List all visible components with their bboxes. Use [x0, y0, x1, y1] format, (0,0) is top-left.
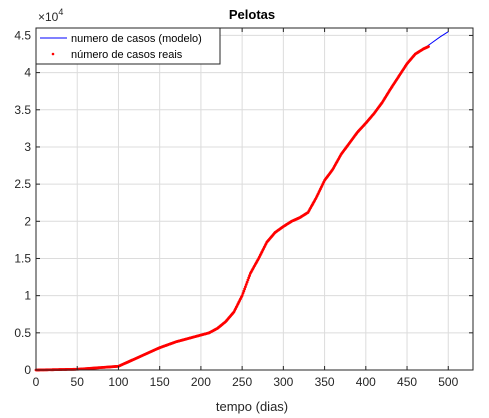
data-point: [245, 280, 249, 284]
legend-label-model: numero de casos (modelo): [71, 33, 202, 45]
chart-title: Pelotas: [229, 7, 275, 22]
y-tick-label: 4: [24, 66, 31, 80]
y-multiplier-label: ×104: [38, 7, 63, 24]
data-point: [244, 283, 248, 286]
y-multiplier-exponent: 4: [58, 7, 63, 17]
data-point: [242, 289, 246, 293]
y-tick-label: 3.5: [14, 103, 31, 117]
plot-area: [36, 28, 473, 370]
data-point: [248, 274, 251, 277]
x-tick-label: 250: [232, 375, 252, 389]
x-axis-label: tempo (dias): [216, 399, 288, 414]
data-point: [246, 278, 250, 282]
x-tick-label: 450: [397, 375, 417, 389]
legend-label-real: número de casos reais: [71, 49, 183, 61]
data-point: [244, 285, 247, 289]
data-point: [240, 294, 244, 298]
x-tick-label: 350: [315, 375, 335, 389]
x-tick-label: 300: [273, 375, 293, 389]
series-layer: [34, 31, 449, 372]
data-point: [247, 276, 251, 280]
y-tick-label: 1: [24, 289, 31, 303]
tick-labels: 0 50 100 150 200 250 300 350 400 450 500 0 0.5 1 1.5 2 2…: [14, 28, 458, 389]
x-tick-label: 500: [438, 375, 458, 389]
x-tick-label: 150: [150, 375, 170, 389]
data-point: [243, 287, 247, 291]
data-point: [427, 45, 430, 48]
y-tick-label: 0: [24, 363, 31, 377]
y-tick-label: 3: [24, 140, 31, 154]
x-tick-label: 400: [356, 375, 376, 389]
series-real-markers: [34, 45, 430, 372]
axes-box: [35, 27, 474, 371]
legend: numero de casos (modelo) número de casos…: [35, 27, 221, 65]
y-tick-label: 4.5: [14, 28, 31, 42]
y-tick-label: 1.5: [14, 251, 31, 265]
x-tick-label: 200: [191, 375, 211, 389]
y-tick-label: 0.5: [14, 326, 31, 340]
x-tick-label: 50: [71, 375, 85, 389]
y-multiplier-base: ×10: [38, 10, 59, 24]
y-tick-label: 2: [24, 214, 31, 228]
legend-swatch-real: [51, 52, 55, 56]
y-tick-label: 2.5: [14, 177, 31, 191]
x-tick-label: 100: [108, 375, 128, 389]
legend-box: [35, 27, 221, 65]
x-tick-label: 0: [33, 375, 40, 389]
data-point: [241, 292, 245, 295]
